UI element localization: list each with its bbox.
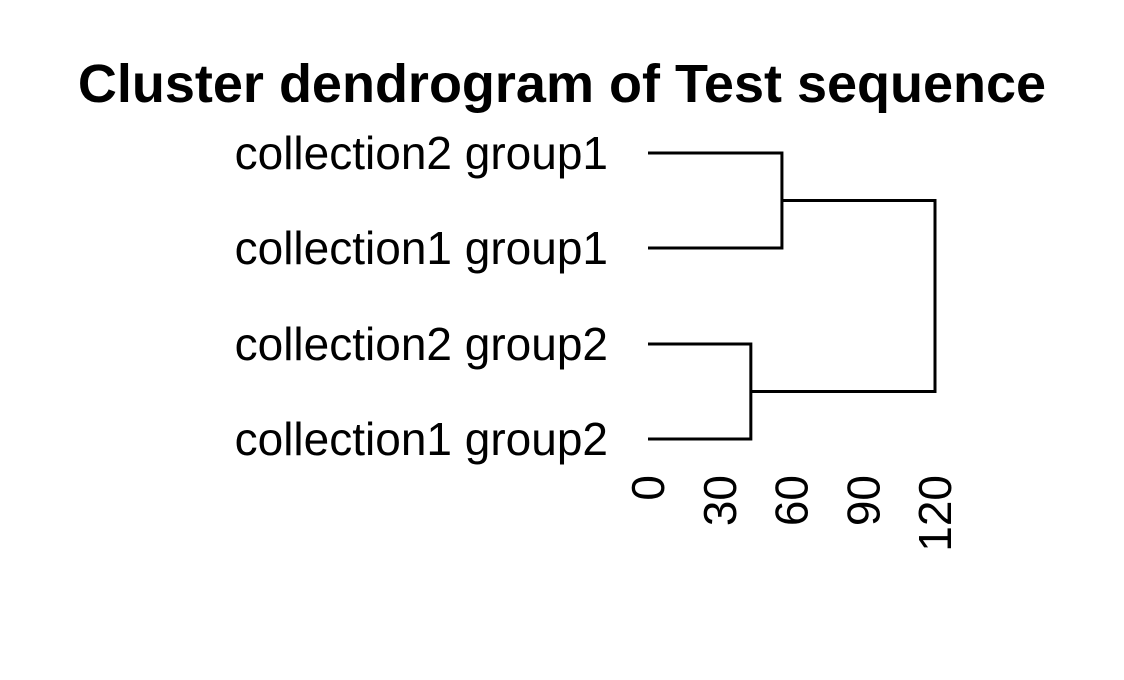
x-tick-label: 60: [766, 475, 818, 526]
dendrogram-branch: [750, 199, 937, 393]
leaf-label: collection2 group1: [235, 127, 608, 179]
dendrogram-branch: [648, 342, 753, 441]
dendrogram-branch: [648, 151, 784, 250]
leaf-label: collection1 group2: [235, 413, 608, 465]
leaf-label: collection1 group1: [235, 222, 608, 274]
x-tick-label: 30: [694, 475, 746, 526]
dendrogram-branches: [648, 151, 937, 441]
x-tick-label: 90: [837, 475, 889, 526]
leaf-label: collection2 group2: [235, 318, 608, 370]
leaf-labels: collection2 group1 collection1 group1 coll…: [235, 127, 608, 465]
x-axis-tick-labels: 0 30 60 90 120: [622, 475, 961, 552]
x-tick-label: 0: [622, 475, 674, 501]
x-tick-label: 120: [909, 475, 961, 552]
chart-title: Cluster dendrogram of Test sequence: [78, 54, 1046, 114]
